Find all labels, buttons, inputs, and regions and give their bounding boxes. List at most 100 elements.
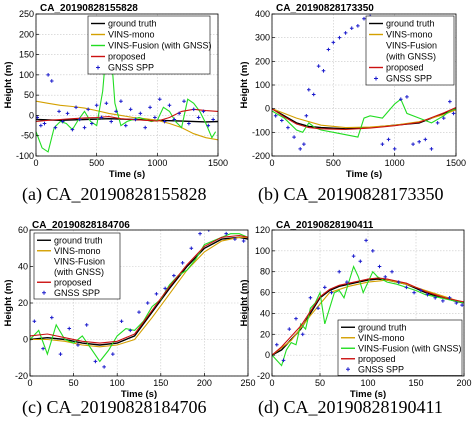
gnss-spp-point (224, 231, 228, 236)
legend-label: (with GNSS) (54, 267, 104, 277)
gnss-spp-point (57, 109, 61, 114)
gnss-spp-point (396, 280, 401, 284)
legend-marker-gnss-spp (96, 65, 100, 70)
legend-box (33, 232, 121, 300)
tick-label-x: 100 (360, 378, 375, 388)
gnss-spp-point (180, 261, 185, 265)
tick-label-x: 0 (269, 158, 274, 168)
gnss-spp-point (128, 107, 133, 112)
tick-label-y: 80 (260, 267, 270, 277)
gnss-spp-point (294, 316, 298, 321)
gnss-spp-point (371, 249, 375, 253)
gnss-spp-point (286, 125, 290, 130)
gnss-spp-point (84, 323, 89, 327)
legend-label: (with GNSS) (386, 52, 436, 62)
tick-label-y: 40 (260, 308, 270, 318)
gnss-spp-point (390, 269, 394, 274)
gnss-spp-point (308, 295, 313, 300)
series-ground-truth (30, 236, 248, 346)
tick-label-y: 20 (18, 298, 28, 308)
tick-label-x: 0 (27, 378, 32, 388)
y-axis-label: Height (m) (3, 280, 14, 327)
gnss-spp-point (206, 230, 211, 232)
series-proposed (272, 106, 456, 131)
tick-label-x: 1500 (208, 158, 228, 168)
tick-label-y: 40 (18, 262, 28, 272)
gnss-spp-point (67, 326, 72, 331)
legend-label: proposed (358, 354, 396, 364)
gnss-spp-point (404, 285, 409, 290)
tick-label-y: 400 (255, 9, 270, 19)
gnss-spp-point (172, 117, 177, 122)
series-gnss-spp (273, 14, 456, 151)
gnss-spp-point (337, 35, 342, 40)
gnss-spp-point (99, 115, 104, 120)
gnss-spp-point (362, 16, 366, 21)
tick-label-y: -20 (15, 371, 28, 381)
gnss-spp-point (187, 121, 191, 126)
gnss-spp-point (137, 310, 141, 314)
chart-title: CA_20190828155828 (40, 3, 138, 14)
gnss-spp-point (351, 254, 356, 258)
gnss-spp-point (148, 105, 152, 110)
gnss-spp-point (302, 142, 306, 146)
gnss-spp-point (423, 137, 428, 142)
tick-label-y: 300 (255, 33, 270, 43)
series-gnss-spp (32, 230, 246, 369)
tick-label-y: 100 (255, 246, 270, 256)
tick-label-x: 500 (89, 158, 104, 168)
gnss-spp-point (177, 111, 181, 116)
gnss-spp-point (82, 125, 87, 130)
gnss-spp-point (77, 117, 82, 122)
series-vins-mono (36, 100, 218, 141)
gnss-spp-point (111, 352, 115, 356)
gnss-spp-point (337, 269, 341, 274)
series-vins-fusion-with-gnss (272, 98, 456, 138)
tick-label-x: 1000 (147, 158, 167, 168)
legend-label: GNSS SPP (54, 288, 100, 298)
tick-label-y: 250 (19, 9, 34, 19)
legend-marker-gnss-spp (374, 76, 378, 81)
x-axis-label: Time (s) (109, 169, 145, 180)
tick-label-y: 60 (18, 225, 28, 235)
legend-marker-gnss-spp (346, 367, 350, 372)
gnss-spp-point (292, 135, 296, 139)
tick-label-y: -100 (16, 151, 34, 161)
gnss-spp-point (345, 280, 349, 284)
gnss-spp-point (206, 123, 211, 128)
legend-box (337, 319, 463, 376)
legend-label: VINS-mono (54, 246, 101, 256)
chart-title: CA_20190828190411 (276, 220, 374, 231)
tick-label-y: 100 (19, 70, 34, 80)
gnss-spp-point (198, 231, 202, 236)
y-axis-label: Height (m) (3, 62, 14, 109)
legend-label: GNSS SPP (108, 63, 154, 73)
series-proposed (30, 234, 248, 344)
gnss-spp-point (311, 92, 316, 97)
tick-label-x: 50 (315, 378, 325, 388)
gnss-spp-point (275, 342, 279, 347)
legend-label: ground truth (54, 235, 103, 245)
series-vins-mono (272, 108, 456, 129)
gnss-spp-point (109, 119, 114, 124)
tick-label-y: 100 (255, 80, 270, 90)
legend-label: VINS-Fusion (54, 256, 105, 266)
gnss-spp-point (326, 47, 331, 52)
gnss-spp-point (163, 286, 167, 291)
gnss-spp-point (383, 275, 388, 279)
gnss-spp-point (46, 73, 50, 77)
gnss-spp-point (316, 306, 320, 311)
legend-box (365, 15, 455, 86)
gnss-spp-point (143, 125, 147, 130)
tick-label-x: 150 (408, 378, 423, 388)
gnss-spp-point (39, 123, 43, 128)
gnss-spp-point (356, 24, 360, 28)
plot-frame (35, 13, 219, 157)
legend-label: proposed (108, 52, 146, 62)
gnss-spp-point (451, 111, 456, 116)
legend-label: VINS-mono (358, 333, 405, 343)
gnss-spp-point (49, 79, 54, 83)
